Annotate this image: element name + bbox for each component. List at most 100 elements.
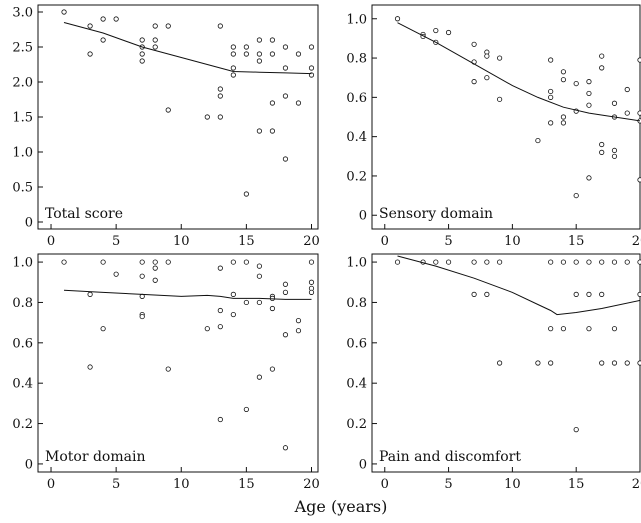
- panel-label: Sensory domain: [379, 206, 493, 222]
- data-point: [573, 291, 579, 297]
- trend-line: [397, 255, 641, 316]
- data-point: [484, 53, 490, 59]
- data-point: [256, 128, 262, 134]
- data-point: [230, 65, 236, 71]
- x-tick-label: 5: [112, 477, 120, 492]
- data-point: [61, 9, 67, 15]
- data-point: [87, 23, 93, 29]
- data-point: [230, 44, 236, 50]
- x-tick-label: 20: [303, 234, 320, 249]
- y-tick-label: 0: [359, 209, 367, 224]
- data-point: [586, 175, 592, 181]
- data-point: [573, 192, 579, 199]
- data-point: [586, 79, 592, 85]
- data-point: [497, 259, 503, 265]
- y-tick-label: 0.4: [12, 377, 33, 392]
- x-tick-label: 5: [444, 477, 452, 492]
- data-point: [637, 57, 641, 63]
- data-point: [139, 51, 145, 57]
- data-point: [243, 259, 249, 265]
- data-point: [243, 299, 249, 306]
- y-tick-label: 1.0: [12, 146, 33, 161]
- trend-line: [63, 22, 312, 75]
- x-tick-label: 10: [173, 477, 190, 492]
- data-point: [217, 114, 223, 120]
- data-point: [573, 80, 579, 87]
- data-point: [599, 291, 605, 297]
- data-point: [624, 110, 630, 116]
- data-point: [433, 259, 439, 265]
- panel-label: Motor domain: [45, 449, 145, 465]
- data-point: [484, 259, 490, 265]
- x-tick-label: 15: [238, 234, 255, 249]
- data-point: [573, 259, 579, 265]
- data-point: [599, 259, 605, 265]
- data-point: [394, 259, 401, 265]
- data-point: [497, 55, 503, 61]
- data-point: [217, 86, 223, 92]
- data-point: [611, 326, 618, 332]
- data-point: [599, 141, 605, 148]
- data-point: [204, 114, 210, 120]
- y-tick-label: 0: [25, 216, 33, 231]
- data-point: [100, 16, 106, 22]
- data-point: [165, 107, 171, 113]
- x-tick-label: 5: [444, 234, 452, 249]
- data-point: [599, 65, 605, 71]
- data-point: [100, 37, 106, 43]
- data-point: [282, 156, 289, 162]
- data-point: [282, 281, 289, 287]
- data-point: [217, 265, 223, 271]
- data-point: [535, 360, 541, 366]
- data-point: [256, 374, 262, 380]
- data-point: [139, 313, 145, 320]
- x-tick-label: 10: [504, 234, 521, 249]
- data-point: [100, 326, 106, 332]
- data-point: [282, 65, 289, 71]
- panel-label: Total score: [45, 206, 123, 222]
- data-point: [269, 100, 276, 106]
- data-point: [548, 57, 554, 63]
- plot-frame: [371, 4, 641, 230]
- data-point: [535, 137, 541, 144]
- y-tick-label: 0.2: [346, 417, 367, 432]
- x-tick-label: 5: [112, 234, 120, 249]
- panel-sensory-domain: 0 0.2 0.4 0.6 0.8 1.0 0 5 10 15 20 Sensory domain: [346, 4, 641, 249]
- data-point: [87, 364, 93, 370]
- data-point: [586, 291, 592, 297]
- data-point: [548, 94, 554, 100]
- data-point: [282, 289, 289, 295]
- data-point: [484, 75, 490, 81]
- data-point: [282, 445, 289, 451]
- data-point: [269, 51, 276, 57]
- data-point: [497, 96, 503, 102]
- data-point: [611, 259, 618, 265]
- x-tick-label: 15: [238, 477, 255, 492]
- data-point: [560, 120, 567, 126]
- panel-label: Pain and discomfort: [379, 449, 521, 465]
- data-point: [586, 326, 592, 332]
- data-point: [637, 360, 641, 366]
- y-tick-label: 0: [25, 457, 33, 472]
- data-point: [282, 332, 289, 338]
- data-point: [599, 149, 605, 155]
- data-point: [139, 37, 145, 43]
- data-point: [624, 360, 630, 366]
- data-point: [637, 177, 641, 183]
- data-point: [269, 37, 276, 43]
- x-axis-label: Age (years): [294, 497, 388, 516]
- y-tick-label: 1.0: [12, 256, 33, 271]
- data-point: [637, 110, 641, 116]
- data-point: [152, 277, 158, 283]
- data-point: [230, 259, 236, 265]
- data-point: [471, 41, 477, 47]
- y-tick-label: 0.6: [346, 91, 367, 106]
- trend-line: [63, 289, 312, 300]
- y-tick-label: 1.5: [12, 111, 33, 126]
- data-point: [624, 86, 630, 93]
- data-point: [560, 114, 567, 120]
- x-tick-label: 10: [504, 477, 521, 492]
- y-tick-label: 2.0: [12, 76, 33, 91]
- data-point: [548, 88, 554, 95]
